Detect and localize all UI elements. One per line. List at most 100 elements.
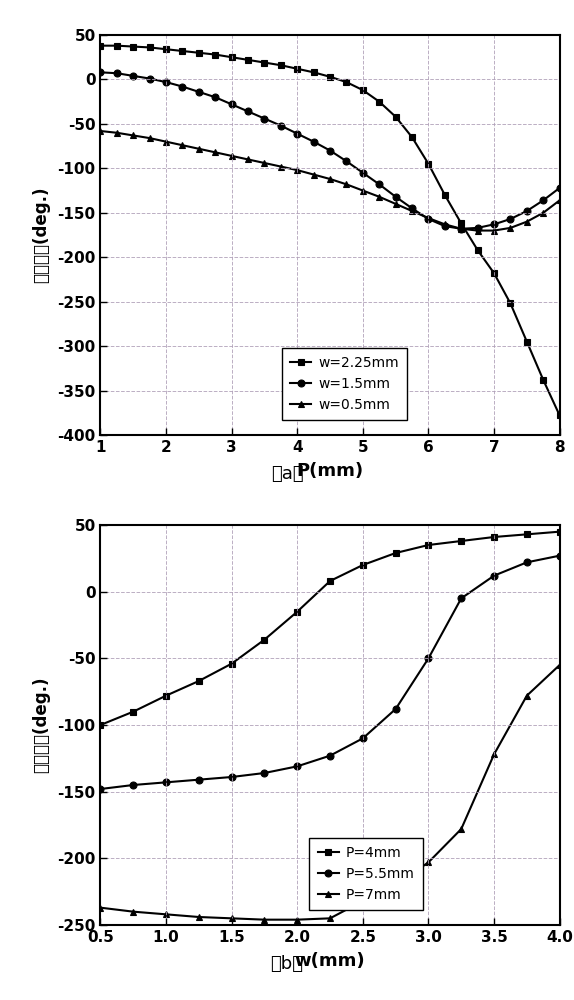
w=0.5mm bbox=[310, 169, 317, 181]
w=0.5mm bbox=[327, 173, 333, 185]
w=0.5mm bbox=[359, 185, 366, 197]
w=0.5mm bbox=[441, 218, 448, 230]
w=0.5mm bbox=[540, 207, 546, 219]
P=7mm bbox=[228, 912, 235, 924]
Legend: P=4mm, P=5.5mm, P=7mm: P=4mm, P=5.5mm, P=7mm bbox=[309, 838, 423, 910]
P=4mm bbox=[261, 634, 268, 646]
w=1.5mm bbox=[228, 98, 235, 110]
w=1.5mm bbox=[392, 191, 399, 203]
Text: （b）: （b） bbox=[270, 955, 304, 973]
w=0.5mm bbox=[343, 178, 350, 190]
Text: （a）: （a） bbox=[271, 465, 303, 483]
w=2.25mm bbox=[245, 54, 251, 66]
Y-axis label: 传输相位(deg.): 传输相位(deg.) bbox=[32, 187, 51, 283]
w=1.5mm bbox=[556, 182, 563, 194]
P=4mm bbox=[556, 526, 563, 538]
w=0.5mm bbox=[228, 150, 235, 162]
P=4mm bbox=[392, 547, 399, 559]
P=5.5mm bbox=[228, 771, 235, 783]
P=5.5mm bbox=[162, 776, 169, 788]
w=2.25mm bbox=[195, 47, 202, 59]
w=1.5mm bbox=[458, 223, 465, 235]
w=1.5mm bbox=[162, 76, 169, 88]
w=0.5mm bbox=[179, 139, 186, 151]
w=1.5mm bbox=[425, 213, 432, 225]
w=0.5mm bbox=[277, 161, 284, 173]
P=7mm bbox=[359, 895, 366, 907]
w=1.5mm bbox=[277, 120, 284, 132]
w=2.25mm bbox=[162, 43, 169, 55]
P=7mm bbox=[97, 902, 104, 914]
P=4mm bbox=[491, 531, 498, 543]
w=1.5mm bbox=[245, 105, 251, 117]
w=1.5mm bbox=[195, 86, 202, 98]
w=0.5mm bbox=[212, 146, 219, 158]
P=4mm bbox=[97, 719, 104, 731]
P=7mm bbox=[556, 659, 563, 671]
P=5.5mm bbox=[130, 779, 137, 791]
w=0.5mm bbox=[507, 222, 514, 234]
w=0.5mm bbox=[130, 129, 137, 141]
w=1.5mm bbox=[359, 167, 366, 179]
P=7mm bbox=[294, 914, 301, 926]
P=5.5mm bbox=[556, 550, 563, 562]
w=1.5mm bbox=[327, 145, 333, 157]
P=7mm bbox=[458, 823, 465, 835]
w=2.25mm bbox=[359, 84, 366, 96]
P=5.5mm bbox=[392, 703, 399, 715]
w=1.5mm bbox=[376, 178, 383, 190]
P=7mm bbox=[523, 690, 530, 702]
w=1.5mm bbox=[310, 136, 317, 148]
w=1.5mm bbox=[523, 205, 530, 217]
w=2.25mm bbox=[130, 41, 137, 53]
w=0.5mm bbox=[146, 132, 153, 144]
w=0.5mm bbox=[376, 191, 383, 203]
w=0.5mm bbox=[523, 216, 530, 228]
P=4mm bbox=[130, 706, 137, 718]
P=7mm bbox=[195, 911, 202, 923]
w=2.25mm bbox=[409, 131, 416, 143]
w=2.25mm bbox=[441, 189, 448, 201]
Legend: w=2.25mm, w=1.5mm, w=0.5mm: w=2.25mm, w=1.5mm, w=0.5mm bbox=[282, 348, 407, 420]
w=0.5mm bbox=[458, 223, 465, 235]
w=1.5mm bbox=[130, 70, 137, 82]
P=5.5mm bbox=[523, 556, 530, 568]
X-axis label: P(mm): P(mm) bbox=[297, 462, 363, 480]
Line: P=5.5mm: P=5.5mm bbox=[97, 552, 563, 792]
w=2.25mm bbox=[376, 96, 383, 108]
Line: P=4mm: P=4mm bbox=[97, 528, 563, 728]
w=0.5mm bbox=[294, 164, 301, 176]
w=1.5mm bbox=[507, 213, 514, 225]
Line: w=0.5mm: w=0.5mm bbox=[97, 128, 563, 234]
w=2.25mm bbox=[540, 374, 546, 386]
P=7mm bbox=[425, 856, 432, 868]
w=0.5mm bbox=[556, 194, 563, 206]
w=0.5mm bbox=[261, 157, 268, 169]
w=1.5mm bbox=[540, 194, 546, 206]
w=0.5mm bbox=[474, 225, 481, 237]
P=5.5mm bbox=[327, 750, 333, 762]
P=5.5mm bbox=[425, 652, 432, 664]
w=2.25mm bbox=[310, 66, 317, 78]
w=0.5mm bbox=[114, 127, 121, 139]
w=1.5mm bbox=[97, 66, 104, 78]
P=5.5mm bbox=[294, 760, 301, 772]
w=1.5mm bbox=[261, 113, 268, 125]
w=2.25mm bbox=[277, 59, 284, 71]
w=2.25mm bbox=[212, 49, 219, 61]
w=0.5mm bbox=[97, 125, 104, 137]
w=1.5mm bbox=[474, 222, 481, 234]
w=2.25mm bbox=[294, 63, 301, 75]
w=0.5mm bbox=[491, 225, 498, 237]
P=4mm bbox=[359, 559, 366, 571]
w=0.5mm bbox=[392, 198, 399, 210]
w=0.5mm bbox=[409, 205, 416, 217]
w=2.25mm bbox=[556, 409, 563, 421]
P=4mm bbox=[294, 606, 301, 618]
P=5.5mm bbox=[97, 783, 104, 795]
P=4mm bbox=[327, 575, 333, 587]
Y-axis label: 传输相位(deg.): 传输相位(deg.) bbox=[32, 677, 51, 773]
w=1.5mm bbox=[179, 81, 186, 93]
w=2.25mm bbox=[146, 41, 153, 53]
X-axis label: w(mm): w(mm) bbox=[294, 952, 366, 970]
